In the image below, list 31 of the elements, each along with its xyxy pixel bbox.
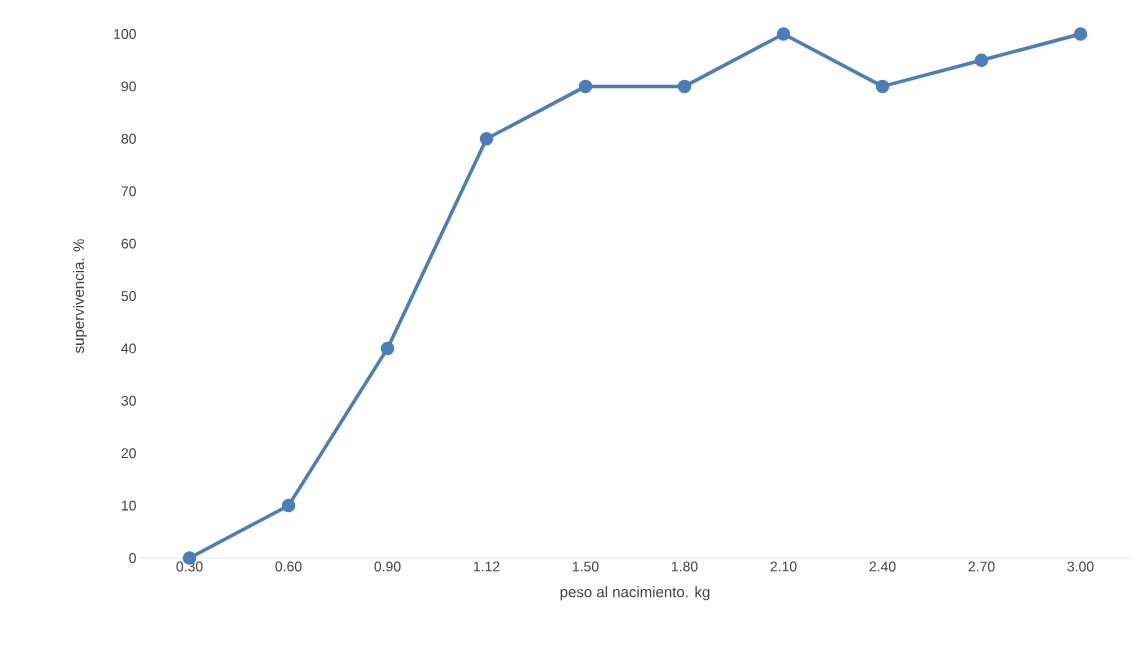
x-tick-label: 2.10 (770, 561, 797, 572)
y-tick-label: 100 (114, 29, 136, 39)
y-tick-label: 40 (121, 343, 136, 354)
x-tick-label: 2.40 (869, 561, 896, 572)
x-axis-title: peso al nacimiento. kg (560, 586, 710, 601)
x-tick-label: 0.90 (374, 561, 401, 572)
x-tick-label: 1.80 (671, 561, 698, 572)
y-tick-label: 80 (121, 133, 136, 144)
point (479, 132, 494, 146)
point (677, 79, 692, 94)
x-tick-label: 2.70 (968, 561, 995, 572)
point (776, 27, 791, 41)
y-tick-label: 90 (121, 81, 136, 92)
x-tick-label: 1.12 (473, 561, 500, 572)
point (974, 53, 989, 67)
y-tick-label: 50 (121, 291, 136, 301)
y-tick-label: 30 (121, 395, 136, 406)
y-tick-label: 20 (121, 448, 136, 459)
point (281, 498, 296, 513)
y-tick-label: 0 (129, 553, 136, 563)
x-tick-label: 0.60 (275, 561, 302, 572)
x-tick-label: 3.00 (1067, 561, 1094, 572)
y-tick-label: 70 (121, 186, 136, 197)
point (380, 341, 395, 356)
x-tick-label: 1.50 (572, 561, 599, 572)
point (578, 79, 593, 94)
point (1073, 27, 1088, 41)
y-tick-label: 60 (121, 238, 136, 249)
y-axis-title: supervivencia. % (73, 239, 87, 353)
y-tick-label: 10 (121, 500, 136, 511)
point (875, 79, 890, 94)
